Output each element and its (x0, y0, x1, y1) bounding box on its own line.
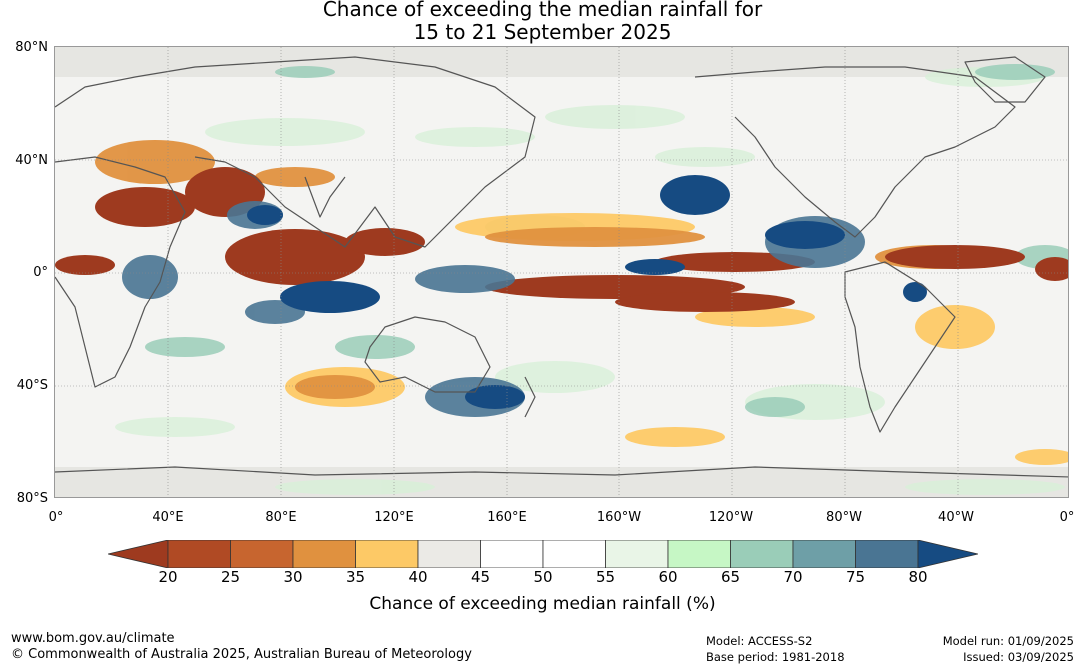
lon-label-80w: 80°W (826, 510, 862, 525)
colorbar-swatch (730, 540, 794, 568)
lon-label-80e: 80°E (265, 510, 297, 525)
colorbar-swatch (292, 540, 356, 568)
colorbar-tick-label: 80 (908, 568, 928, 586)
colorbar-tick-label: 20 (158, 568, 178, 586)
colorbar-title: Chance of exceeding median rainfall (%) (369, 594, 716, 614)
colorbar-tick-label: 50 (533, 568, 553, 586)
colorbar-legend (108, 540, 978, 568)
colorbar-swatch (417, 540, 481, 568)
colorbar-tick-label: 25 (220, 568, 241, 586)
colorbar-tick-label: 60 (658, 568, 678, 586)
lon-label-40e: 40°E (152, 510, 184, 525)
lat-label-80n: 80°N (15, 40, 48, 55)
colorbar-tick-label: 45 (470, 568, 491, 586)
colorbar-swatch (605, 540, 669, 568)
lon-label-0: 0° (48, 510, 64, 525)
colorbar-swatch (792, 540, 856, 568)
lon-label-120w: 120°W (708, 510, 754, 525)
colorbar-swatch (167, 540, 231, 568)
footer-model: Model: ACCESS-S2 (706, 634, 813, 648)
map-title-line1: Chance of exceeding the median rainfall … (322, 0, 763, 21)
lon-label-160w: 160°W (596, 510, 642, 525)
footer-url: www.bom.gov.au/climate (11, 631, 175, 646)
footer-model-run: Model run: 01/09/2025 (942, 634, 1074, 648)
rainfall-probability-map (54, 46, 1069, 498)
lat-label-40n: 40°N (15, 153, 48, 168)
colorbar-tick-label: 40 (408, 568, 428, 586)
colorbar-swatch (667, 540, 731, 568)
colorbar-tick-label: 30 (283, 568, 303, 586)
colorbar-extend-high (917, 540, 978, 568)
colorbar-extend-low (108, 540, 169, 568)
colorbar-swatch (355, 540, 419, 568)
colorbar-swatch (855, 540, 919, 568)
colorbar-tick-label: 35 (345, 568, 366, 586)
lon-label-0-right: 0° (1059, 510, 1075, 525)
lon-label-160e: 160°E (487, 510, 527, 525)
colorbar-tick-label: 65 (720, 568, 741, 586)
lat-label-40s: 40°S (16, 378, 48, 393)
colorbar-swatch (542, 540, 606, 568)
lat-label-0: 0° (33, 265, 48, 280)
colorbar-swatch (230, 540, 294, 568)
colorbar-swatch (480, 540, 544, 568)
map-canvas (55, 47, 1068, 497)
lat-label-80s: 80°S (16, 491, 48, 506)
map-title-line2: 15 to 21 September 2025 (413, 20, 672, 44)
colorbar-tick-label: 75 (845, 568, 866, 586)
footer-issued: Issued: 03/09/2025 (963, 650, 1074, 664)
colorbar-tick-label: 70 (783, 568, 803, 586)
colorbar-tick-label: 55 (595, 568, 616, 586)
lon-label-120e: 120°E (374, 510, 414, 525)
lon-label-40w: 40°W (938, 510, 974, 525)
footer-copyright: © Commonwealth of Australia 2025, Austra… (11, 647, 472, 662)
footer-base-period: Base period: 1981-2018 (706, 650, 845, 664)
